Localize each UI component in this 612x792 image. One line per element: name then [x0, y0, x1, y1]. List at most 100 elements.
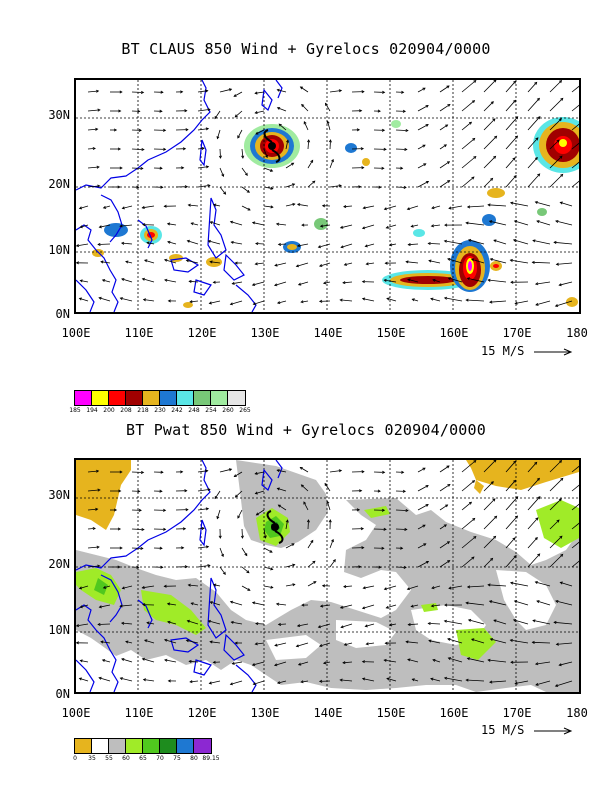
wind-arrow — [549, 554, 563, 568]
wind-arrowhead — [537, 553, 541, 557]
wind-arrow — [505, 460, 516, 473]
wind-arrowhead — [141, 277, 145, 281]
wind-arrow — [461, 556, 475, 568]
wind-arrow — [230, 680, 243, 685]
wind-arrow — [235, 490, 243, 498]
wind-arrow — [510, 582, 529, 587]
wind-arrow — [412, 298, 419, 302]
wind-arrow — [80, 660, 89, 663]
wind-arrow — [527, 537, 538, 549]
wind-arrow — [213, 584, 221, 587]
wind-arrow — [549, 155, 563, 169]
wind-arrowhead — [513, 479, 517, 483]
wind-arrowhead — [186, 619, 190, 623]
wind-arrowhead — [318, 264, 323, 267]
wind-arrow — [549, 460, 562, 473]
wind-arrowhead — [252, 302, 256, 306]
wind-arrowhead — [212, 203, 217, 207]
wind-arrowhead — [233, 474, 237, 478]
wind-arrow — [340, 604, 353, 609]
panel2-speed-label: 15 M/S — [481, 723, 574, 737]
wind-arrowhead — [339, 678, 343, 682]
wind-arrowhead — [143, 639, 148, 643]
wind-arrow — [210, 641, 221, 644]
wind-arrowhead — [189, 680, 193, 684]
wind-arrow — [362, 298, 375, 302]
wind-arrow — [329, 185, 342, 188]
wind-arrowhead — [490, 177, 494, 181]
wind-arrow — [241, 186, 250, 193]
wind-arrowhead — [97, 184, 101, 188]
wind-arrowhead — [163, 527, 167, 531]
wind-arrow — [490, 638, 507, 644]
wind-arrowhead — [555, 220, 559, 223]
wind-arrow — [263, 528, 266, 538]
wind-arrowhead — [558, 80, 563, 84]
wind-arrow — [167, 223, 177, 226]
panel1-map — [76, 80, 579, 312]
wind-arrowhead — [343, 262, 347, 266]
wind-arrowhead — [297, 282, 302, 286]
wind-arrow — [230, 300, 243, 305]
wind-arrow — [263, 148, 268, 158]
wind-arrowhead — [322, 661, 327, 665]
wind-arrowhead — [364, 624, 368, 628]
wind-arrowhead — [244, 172, 248, 176]
wind-arrowhead — [402, 109, 407, 113]
wind-arrow — [241, 547, 248, 556]
wind-arrowhead — [102, 205, 107, 209]
wind-arrowhead — [328, 139, 332, 143]
wind-arrowhead — [514, 681, 518, 685]
wind-arrowhead — [78, 677, 82, 681]
wind-arrowhead — [188, 279, 192, 284]
wind-arrowhead — [229, 682, 233, 686]
wind-arrowhead — [559, 201, 563, 205]
wind-arrow — [386, 298, 397, 302]
wind-arrowhead — [299, 86, 304, 90]
wind-arrow — [417, 467, 426, 473]
wind-arrowhead — [326, 500, 330, 504]
wind-arrow — [395, 528, 407, 530]
colorbar-label: 230 — [154, 407, 166, 414]
colorbar-label: 35 — [88, 755, 96, 762]
panel1-lon-140e: 140E — [313, 326, 343, 340]
wind-arrow — [439, 541, 450, 549]
wind-arrowhead — [209, 221, 213, 225]
wind-arrowhead — [404, 527, 408, 531]
wind-arrowhead — [443, 144, 447, 148]
wind-arrowhead — [292, 583, 296, 587]
wind-arrow — [407, 279, 419, 283]
wind-arrowhead — [141, 657, 145, 661]
panel2-lon-120e: 120E — [187, 706, 217, 720]
wind-arrow — [483, 178, 493, 188]
wind-arrow — [384, 205, 397, 210]
wind-arrow — [319, 262, 331, 267]
wind-arrow — [98, 677, 111, 682]
wind-arrow — [428, 623, 441, 625]
wind-arrow — [142, 585, 155, 589]
wind-arrowhead — [234, 114, 238, 118]
wind-arrow — [461, 536, 477, 549]
wind-arrowhead — [359, 109, 363, 113]
wind-arrowhead — [361, 280, 365, 284]
wind-arrow — [252, 661, 265, 666]
wind-arrow — [188, 584, 199, 587]
wind-arrowhead — [407, 658, 411, 662]
wind-arrowhead — [560, 477, 564, 481]
wind-arrow — [307, 540, 314, 549]
wind-arrowhead — [244, 553, 248, 557]
wind-arrow — [234, 110, 243, 118]
wind-arrowhead — [356, 508, 361, 512]
wind-arrowhead — [163, 147, 167, 151]
wind-arrowhead — [270, 567, 274, 571]
wind-arrowhead — [276, 469, 280, 473]
wind-arrow — [252, 222, 265, 226]
wind-arrowhead — [443, 296, 448, 300]
wind-arrowhead — [446, 161, 451, 165]
wind-arrow — [549, 98, 564, 112]
wind-arrowhead — [205, 545, 210, 549]
wind-arrowhead — [342, 281, 346, 285]
wind-arrow — [536, 220, 551, 226]
wind-arrowhead — [270, 205, 274, 209]
wind-arrow — [329, 539, 334, 549]
